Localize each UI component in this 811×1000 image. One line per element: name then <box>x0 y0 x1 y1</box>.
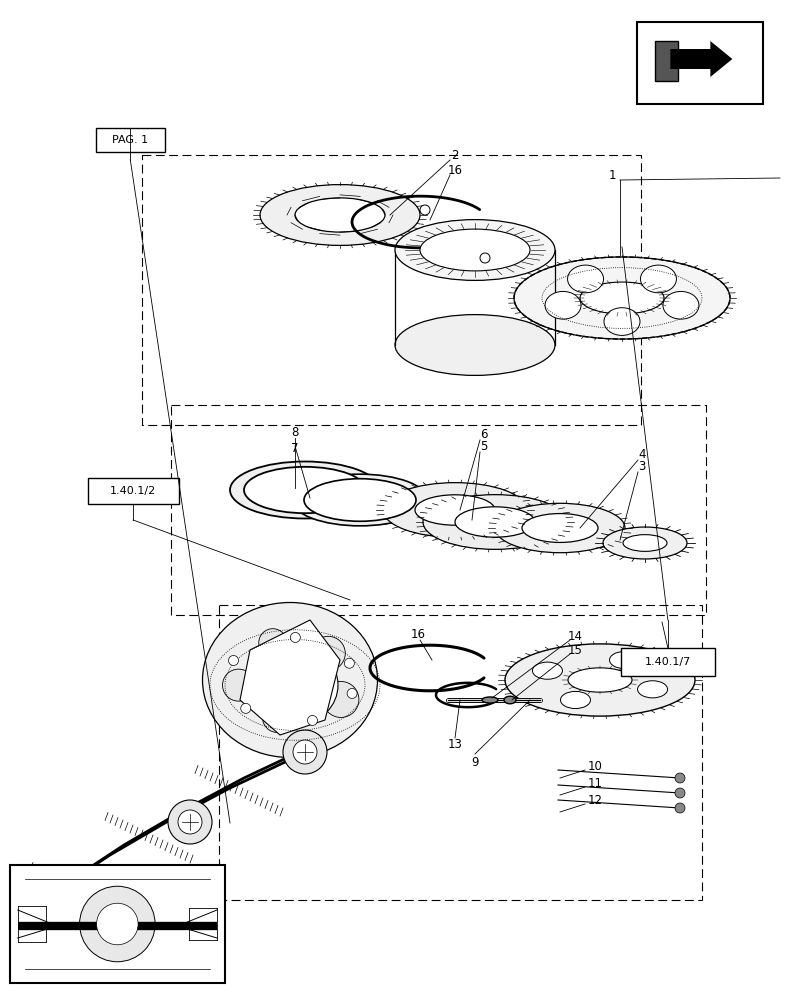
Ellipse shape <box>640 265 676 293</box>
Text: 16: 16 <box>410 628 425 641</box>
Circle shape <box>228 655 238 665</box>
Ellipse shape <box>567 265 603 293</box>
Ellipse shape <box>419 229 530 271</box>
Ellipse shape <box>423 495 566 549</box>
Bar <box>637 22 762 104</box>
Ellipse shape <box>202 602 377 758</box>
Ellipse shape <box>243 467 366 513</box>
Text: 11: 11 <box>587 777 603 790</box>
Ellipse shape <box>513 257 729 339</box>
Ellipse shape <box>662 291 698 319</box>
Ellipse shape <box>560 691 590 709</box>
Circle shape <box>168 800 212 844</box>
Circle shape <box>283 730 327 774</box>
Text: 6: 6 <box>479 428 487 442</box>
Text: 9: 9 <box>470 756 478 768</box>
Ellipse shape <box>544 291 581 319</box>
Bar <box>620 648 714 676</box>
Circle shape <box>674 803 684 813</box>
Ellipse shape <box>394 315 554 375</box>
Polygon shape <box>240 620 340 735</box>
Bar <box>10 865 225 983</box>
Text: 15: 15 <box>567 644 581 656</box>
Bar <box>170 405 706 615</box>
Ellipse shape <box>637 681 667 698</box>
Ellipse shape <box>609 651 639 669</box>
Ellipse shape <box>394 220 554 280</box>
Ellipse shape <box>303 479 415 521</box>
Ellipse shape <box>603 308 639 335</box>
Circle shape <box>674 773 684 783</box>
Circle shape <box>346 688 357 698</box>
Ellipse shape <box>568 668 631 692</box>
Ellipse shape <box>454 507 534 537</box>
Text: 13: 13 <box>447 738 462 752</box>
Ellipse shape <box>294 198 384 232</box>
Text: 10: 10 <box>587 760 602 774</box>
Circle shape <box>262 647 337 723</box>
Text: 5: 5 <box>480 440 487 454</box>
Text: 1.40.1/7: 1.40.1/7 <box>644 657 690 667</box>
Bar <box>142 155 641 425</box>
Text: 12: 12 <box>587 794 603 807</box>
Text: 4: 4 <box>637 448 645 462</box>
Text: 1.40.1/2: 1.40.1/2 <box>110 486 156 496</box>
Circle shape <box>344 658 354 668</box>
Circle shape <box>479 253 489 263</box>
Circle shape <box>290 632 300 642</box>
Circle shape <box>97 903 138 945</box>
Circle shape <box>419 205 430 215</box>
Ellipse shape <box>482 697 497 703</box>
Text: 7: 7 <box>291 442 298 454</box>
Polygon shape <box>670 41 732 77</box>
Circle shape <box>240 703 251 713</box>
Circle shape <box>259 629 286 657</box>
Polygon shape <box>654 41 677 81</box>
Ellipse shape <box>260 185 419 245</box>
Text: 14: 14 <box>567 630 581 643</box>
Circle shape <box>79 886 155 962</box>
Text: PAG. 1: PAG. 1 <box>112 135 148 145</box>
Ellipse shape <box>414 495 495 525</box>
Ellipse shape <box>383 483 526 537</box>
Ellipse shape <box>579 282 663 314</box>
Circle shape <box>674 788 684 798</box>
Bar <box>96 128 165 152</box>
Ellipse shape <box>504 644 694 716</box>
Ellipse shape <box>495 503 624 553</box>
Text: 16: 16 <box>447 164 462 177</box>
Text: 3: 3 <box>637 460 645 474</box>
Text: 1: 1 <box>607 169 615 182</box>
Circle shape <box>323 681 358 717</box>
Ellipse shape <box>622 535 666 551</box>
Ellipse shape <box>504 696 515 704</box>
Circle shape <box>178 810 202 834</box>
Bar <box>88 478 178 504</box>
Circle shape <box>311 636 345 670</box>
Circle shape <box>293 740 316 764</box>
Ellipse shape <box>292 474 427 526</box>
Ellipse shape <box>603 527 686 559</box>
Text: 8: 8 <box>291 426 298 438</box>
Ellipse shape <box>230 462 380 518</box>
Ellipse shape <box>532 662 562 679</box>
Bar <box>219 605 702 900</box>
Text: 2: 2 <box>451 149 458 162</box>
Ellipse shape <box>521 514 597 542</box>
Circle shape <box>262 702 292 732</box>
Circle shape <box>222 669 254 701</box>
Circle shape <box>307 715 317 725</box>
